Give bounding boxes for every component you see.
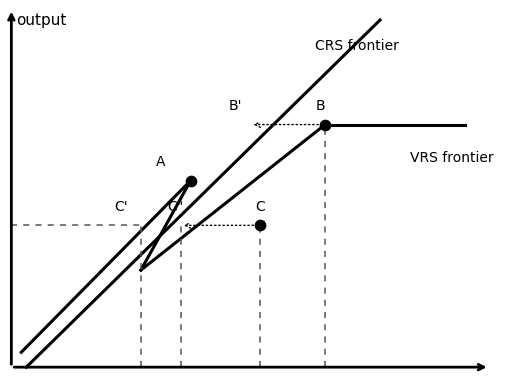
- Text: output: output: [16, 12, 67, 27]
- Text: B': B': [229, 99, 242, 113]
- Text: B: B: [315, 99, 325, 113]
- Point: [256, 222, 265, 228]
- Text: C: C: [255, 200, 265, 214]
- Text: C": C": [168, 200, 184, 214]
- Text: CRS frontier: CRS frontier: [315, 39, 399, 53]
- Text: C': C': [114, 200, 128, 214]
- Text: VRS frontier: VRS frontier: [410, 151, 494, 165]
- Point: [321, 121, 329, 127]
- Text: A: A: [156, 155, 166, 169]
- Point: [187, 177, 195, 183]
